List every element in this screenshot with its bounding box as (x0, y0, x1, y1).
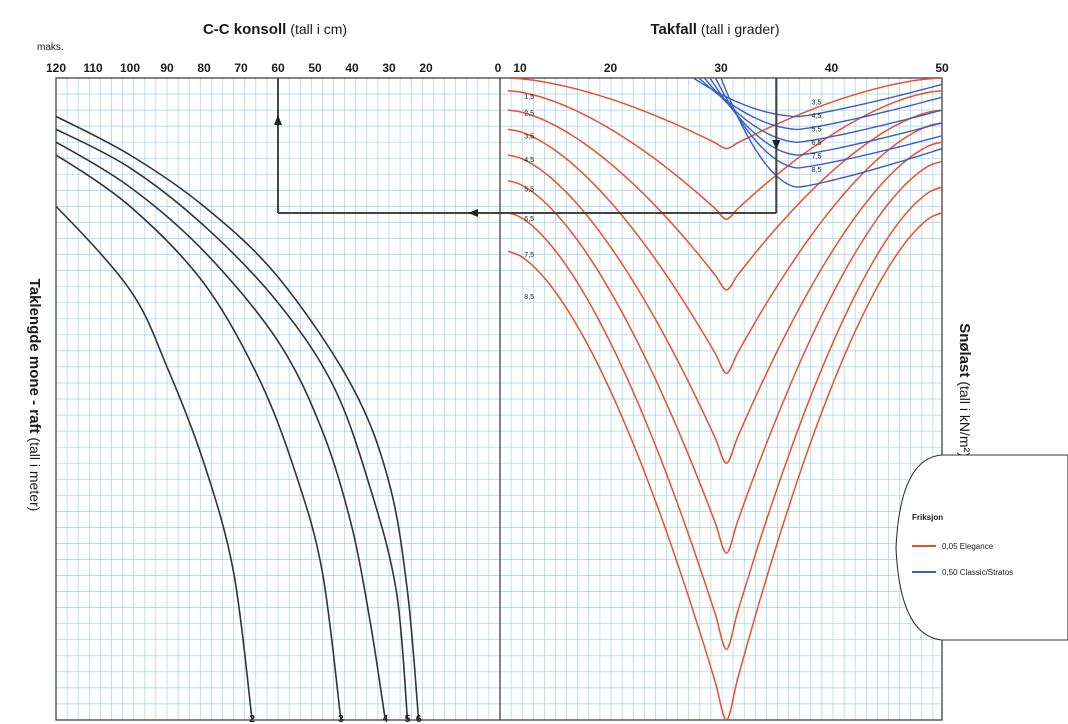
right-x-tick: 20 (604, 61, 618, 75)
orange-series-label: 7,5 (524, 252, 534, 259)
arrow-down-icon (772, 140, 781, 150)
left-x-tick: 60 (271, 61, 285, 75)
left-x-tick: 100 (120, 61, 140, 75)
orange-curve-7,5 (507, 186, 942, 651)
orange-series-label: 1,5 (524, 94, 534, 101)
orange-series-label: 4,5 (524, 157, 534, 164)
orange-curve-5,5 (507, 141, 942, 464)
left-x-tick: 70 (234, 61, 248, 75)
left-x-tick: 90 (160, 61, 174, 75)
orange-curve-2,5 (507, 90, 942, 220)
orange-series-label: 8,5 (524, 294, 534, 301)
right-x-tick: 40 (825, 61, 839, 75)
blue-curve-6,5 (709, 78, 942, 156)
blue-curve-3,5 (693, 78, 942, 118)
series-labels: 1,5 2,5 3,5 4,5 5,5 6,5 7,5 8,5 3,5 4,5 5,5 6,5 7,5 8… (524, 94, 821, 301)
arrow-up-icon (274, 115, 282, 125)
cc-curve-label: 4 (383, 714, 389, 724)
legend-title: Friksjon (912, 513, 943, 522)
left-ylabel: Taklengde mone - raft(tall i meter) (26, 279, 43, 512)
blue-series-label: 4,5 (812, 113, 822, 120)
cc-curve-4 (56, 141, 387, 720)
right-x-tick: 10 (513, 61, 527, 75)
cc-curve-5 (56, 128, 409, 720)
blue-series-label: 3,5 (812, 99, 822, 106)
blue-series-label: 7,5 (812, 153, 822, 160)
left-x-tick: 50 (308, 61, 322, 75)
orange-series-label: 3,5 (524, 134, 534, 141)
left-title: C-C konsoll (tall i cm) (203, 21, 347, 38)
right-ylabel: Snølast(tall i kN/m²) (956, 323, 973, 457)
right-x-tick: 30 (714, 61, 728, 75)
example-guide-path (274, 78, 781, 217)
legend-panel (895, 454, 1068, 641)
blue-series-label: 8,5 (812, 167, 822, 174)
legend-item-blue: 0,50 Classic/Stratos (942, 568, 1013, 577)
cc-curves (56, 115, 420, 720)
blue-curves (693, 78, 942, 188)
plot-frame (55, 77, 943, 721)
orange-series-label: 2,5 (524, 111, 534, 118)
orange-curve-1,5 (507, 78, 942, 150)
max-label: maks. (37, 42, 64, 53)
axis-ticks: 120 110 100 90 80 70 60 50 40 30 20 0 10 20 30 40 50 (46, 61, 949, 75)
cc-curve-labels: 65 4 3 2 (249, 714, 422, 724)
orange-curves (507, 78, 942, 720)
left-x-tick: 120 (46, 61, 66, 75)
orange-curve-8,5 (507, 212, 942, 720)
left-x-tick: 30 (382, 61, 396, 75)
cc-curve-label: 5 (405, 714, 411, 724)
blue-curve-7,5 (714, 78, 942, 169)
blue-series-label: 6,5 (812, 140, 822, 147)
right-title: Takfall (tall i grader) (651, 21, 780, 38)
blue-series-label: 5,5 (812, 126, 822, 133)
left-x-tick: 40 (345, 61, 359, 75)
left-x-tick: 80 (197, 61, 211, 75)
blue-curve-8,5 (720, 78, 942, 188)
right-x-tick: 50 (935, 61, 949, 75)
orange-series-label: 6,5 (524, 216, 534, 223)
left-x-tick: 0 (495, 61, 502, 75)
left-x-tick: 110 (83, 61, 103, 75)
orange-series-label: 5,5 (524, 186, 534, 193)
legend-item-orange: 0,05 Elegance (942, 542, 994, 551)
cc-curve-label: 6 (416, 714, 422, 724)
arrow-left-icon (468, 209, 478, 217)
left-x-tick: 20 (419, 61, 433, 75)
orange-curve-4,5 (507, 122, 942, 375)
cc-curve-3 (56, 154, 342, 720)
cc-curve-6 (56, 115, 420, 720)
cc-curve-label: 2 (249, 714, 255, 724)
grid-lines (55, 77, 942, 721)
cc-curve-label: 3 (338, 714, 344, 724)
cc-curve-2 (56, 205, 253, 720)
orange-curve-6,5 (507, 160, 942, 554)
